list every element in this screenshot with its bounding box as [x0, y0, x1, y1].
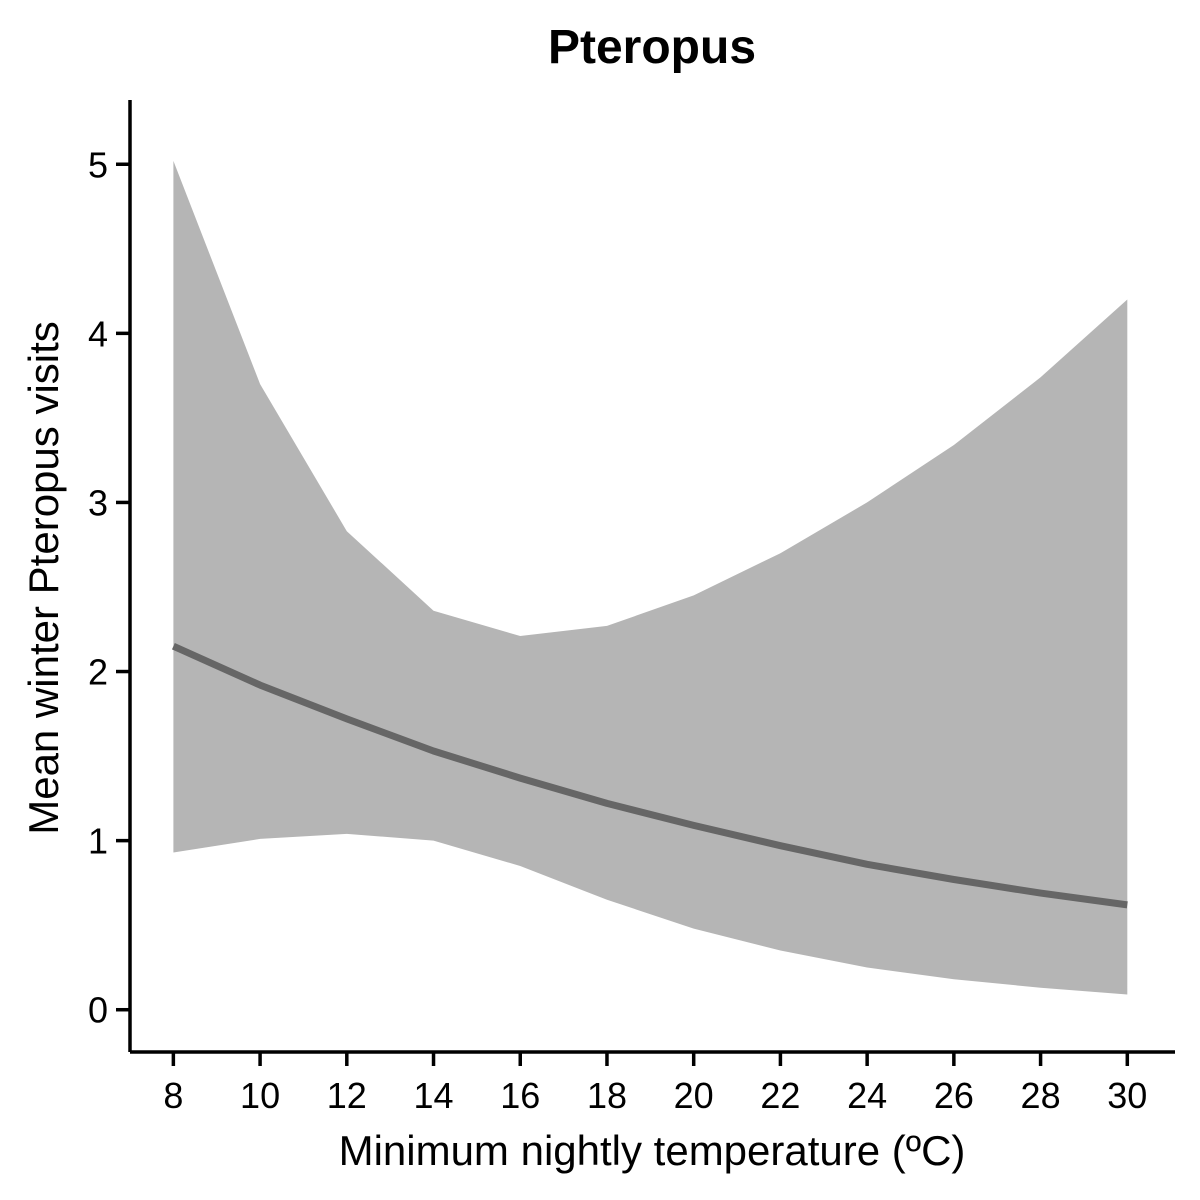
y-tick-label: 4: [88, 313, 108, 354]
y-axis-label: Mean winter Pteropus visits: [20, 321, 67, 835]
x-tick-label: 10: [240, 1075, 280, 1116]
confidence-ribbon: [173, 160, 1128, 995]
x-tick-label: 24: [847, 1075, 887, 1116]
x-tick-label: 12: [327, 1075, 367, 1116]
x-tick-label: 22: [760, 1075, 800, 1116]
plot-area: [171, 160, 1128, 995]
y-tick-label: 3: [88, 482, 108, 523]
x-tick-label: 30: [1107, 1075, 1147, 1116]
x-tick-label: 14: [414, 1075, 454, 1116]
x-axis-label: Minimum nightly temperature (ºC): [339, 1127, 966, 1174]
fitted-line: [171, 643, 1128, 909]
x-tick-label: 18: [587, 1075, 627, 1116]
y-tick-label: 0: [88, 990, 108, 1031]
chart-title: Pteropus: [548, 21, 756, 74]
y-tick-label: 1: [88, 821, 108, 862]
x-tick-label: 20: [674, 1075, 714, 1116]
x-tick-label: 28: [1021, 1075, 1061, 1116]
y-tick-label: 5: [88, 144, 108, 185]
y-tick-label: 2: [88, 652, 108, 693]
x-tick-label: 16: [500, 1075, 540, 1116]
x-tick-label: 26: [934, 1075, 974, 1116]
x-tick-label: 8: [163, 1075, 183, 1116]
